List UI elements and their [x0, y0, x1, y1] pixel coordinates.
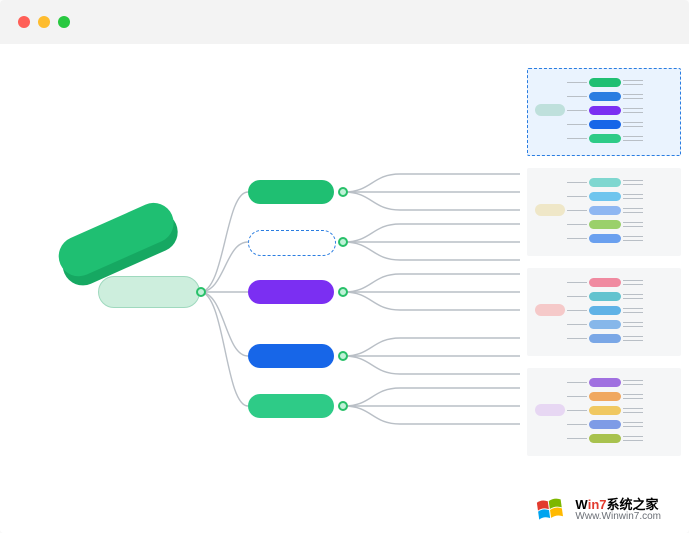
mini-root: [535, 204, 565, 216]
mini-connector: [567, 196, 587, 197]
mini-connector: [567, 438, 587, 439]
mini-branch: [589, 92, 621, 101]
mini-branch: [589, 220, 621, 229]
branch-connector-dot[interactable]: [338, 187, 348, 197]
mini-connector: [567, 96, 587, 97]
close-icon[interactable]: [18, 16, 30, 28]
mini-connector: [567, 338, 587, 339]
content-area: [0, 44, 689, 533]
mini-branch: [589, 192, 621, 201]
mini-branch: [589, 206, 621, 215]
branch-node-placeholder[interactable]: [248, 230, 336, 256]
windows-flag-icon: [533, 493, 567, 527]
mini-connector: [567, 182, 587, 183]
mini-connector: [567, 110, 587, 111]
branch-connector-dot[interactable]: [338, 351, 348, 361]
mini-branch: [589, 134, 621, 143]
mini-branch: [589, 378, 621, 387]
branch-node[interactable]: [248, 280, 334, 304]
mini-connector: [567, 310, 587, 311]
mini-connector: [567, 410, 587, 411]
mini-branch: [589, 120, 621, 129]
mini-connector: [567, 382, 587, 383]
mini-branch: [589, 278, 621, 287]
mini-connector: [567, 210, 587, 211]
watermark-line1-suffix: 系统之家: [607, 497, 659, 512]
zoom-icon[interactable]: [58, 16, 70, 28]
mini-connector: [567, 282, 587, 283]
mini-connector: [567, 238, 587, 239]
watermark-line2: Www.Winwin7.com: [575, 512, 661, 523]
mini-connector: [567, 124, 587, 125]
mini-branch: [589, 78, 621, 87]
mini-branch: [589, 420, 621, 429]
mini-branch: [589, 178, 621, 187]
mini-connector: [567, 396, 587, 397]
mindmap-canvas[interactable]: [0, 44, 519, 533]
theme-thumbnail[interactable]: [527, 168, 681, 256]
mini-root: [535, 404, 565, 416]
branch-connector-dot[interactable]: [338, 237, 348, 247]
branch-connector-dot[interactable]: [338, 401, 348, 411]
branch-connector-dot[interactable]: [338, 287, 348, 297]
theme-thumbnail[interactable]: [527, 268, 681, 356]
mini-root: [535, 104, 565, 116]
watermark-text: Win7系统之家 Www.Winwin7.com: [575, 498, 661, 522]
mini-branch: [589, 306, 621, 315]
root-connector-dot[interactable]: [196, 287, 206, 297]
mini-connector: [567, 138, 587, 139]
mini-connector: [567, 82, 587, 83]
branch-node[interactable]: [248, 344, 334, 368]
mini-branch: [589, 320, 621, 329]
watermark-line1-prefix: W: [575, 497, 587, 512]
theme-thumbnail[interactable]: [527, 68, 681, 156]
titlebar: [0, 0, 689, 44]
branch-node[interactable]: [248, 180, 334, 204]
mini-connector: [567, 296, 587, 297]
theme-thumbnail[interactable]: [527, 368, 681, 456]
mini-branch: [589, 392, 621, 401]
mini-root: [535, 304, 565, 316]
mini-branch: [589, 234, 621, 243]
branch-node[interactable]: [248, 394, 334, 418]
mini-connector: [567, 324, 587, 325]
mini-branch: [589, 334, 621, 343]
watermark: Win7系统之家 Www.Winwin7.com: [533, 493, 661, 527]
root-node-ghost: [98, 276, 200, 308]
mini-branch: [589, 434, 621, 443]
mini-connector: [567, 224, 587, 225]
mini-connector: [567, 424, 587, 425]
app-window: Win7系统之家 Www.Winwin7.com: [0, 0, 689, 533]
minimize-icon[interactable]: [38, 16, 50, 28]
watermark-line1-accent: in7: [588, 497, 607, 512]
mini-branch: [589, 292, 621, 301]
theme-panel: [527, 68, 681, 509]
mini-branch: [589, 406, 621, 415]
mini-branch: [589, 106, 621, 115]
